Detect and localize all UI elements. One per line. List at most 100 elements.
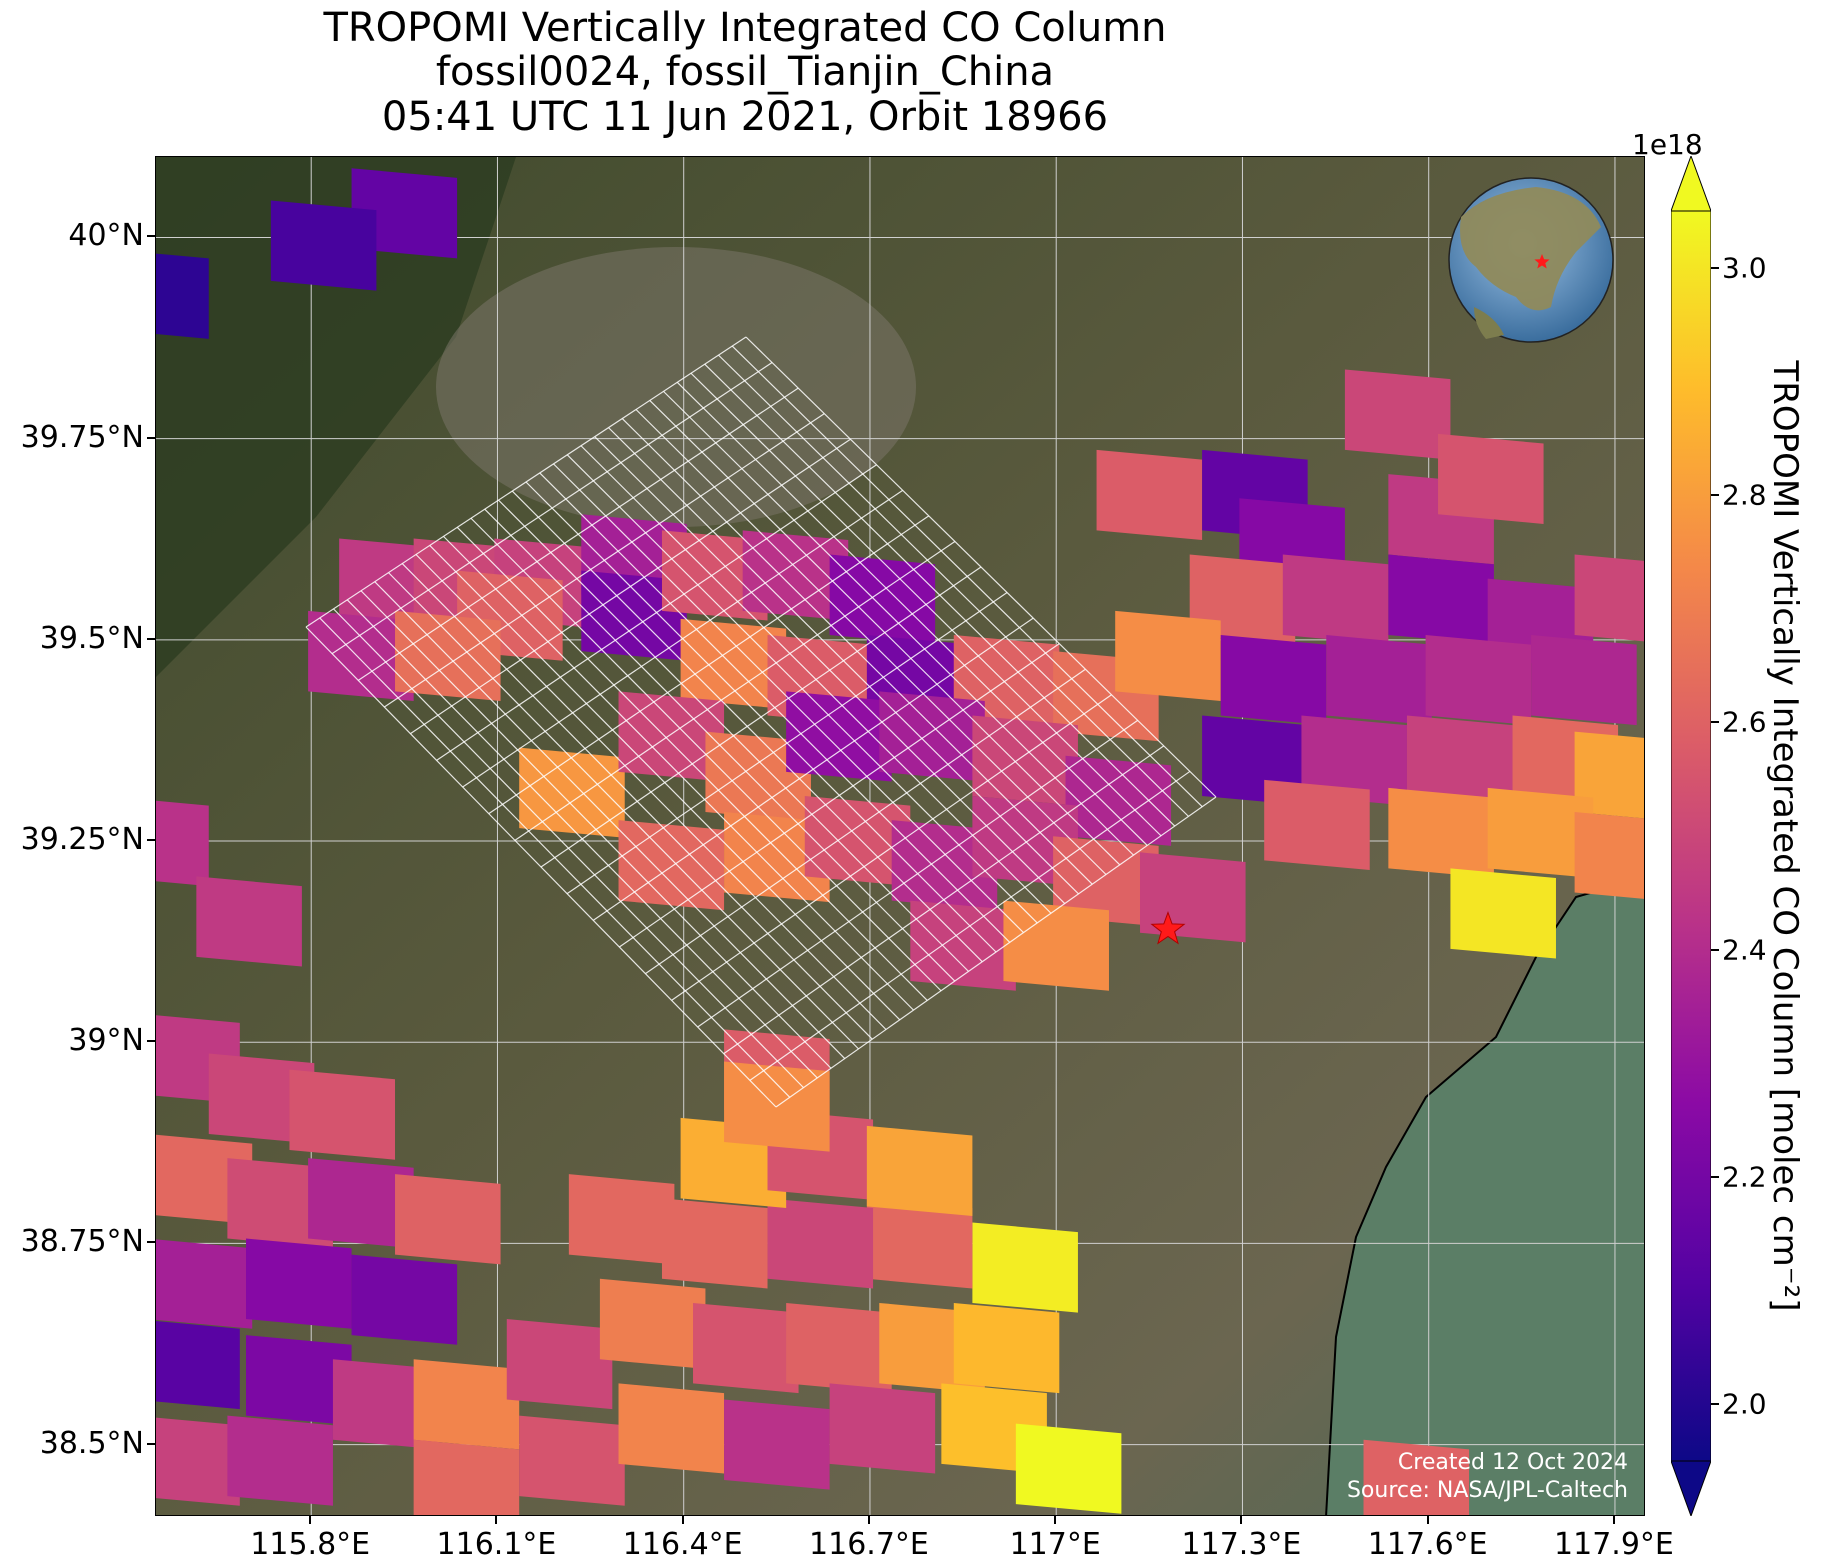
map-panel[interactable] [155,156,1645,1516]
co-pixel[interactable] [618,691,725,782]
x-tick-label: 117.3°E [1181,1527,1302,1562]
x-tick-label: 117.9°E [1554,1527,1674,1562]
co-pixel[interactable] [972,1222,1078,1313]
co-pixel[interactable] [618,820,725,911]
co-pixel[interactable] [351,1254,458,1345]
co-pixel[interactable] [866,1125,973,1217]
target-grid-line [592,617,1034,921]
y-tick-mark [147,1040,155,1043]
co-pixel[interactable] [1487,787,1594,879]
co-pixel[interactable] [1053,836,1159,927]
y-tick-label: 39.5°N [39,620,144,656]
co-pixel[interactable] [866,1198,973,1289]
colorbar-exponent: 1e18 [1632,128,1703,161]
co-pixel[interactable] [786,691,892,782]
co-pixel[interactable] [227,1415,333,1506]
co-pixel[interactable] [1438,433,1544,524]
co-pixel[interactable] [1264,779,1370,870]
source-note: Source: NASA/JPL-Caltech [1346,1478,1628,1503]
co-pixel[interactable] [156,1416,240,1506]
co-pixel[interactable] [208,1053,315,1144]
co-pixel[interactable] [227,1158,333,1249]
co-pixel[interactable] [332,1359,439,1450]
x-tick-mark [1612,1516,1615,1524]
co-pixel[interactable] [693,1302,799,1394]
co-pixel[interactable] [599,1278,706,1369]
target-grid-line [749,770,1191,1081]
co-pixel[interactable] [1301,715,1407,806]
co-pixel[interactable] [413,1359,520,1450]
co-pixel[interactable] [413,1439,520,1516]
co-pixel[interactable] [568,1174,675,1265]
co-pixel[interactable] [879,691,985,782]
co-pixel[interactable] [156,1319,240,1410]
co-pixel[interactable] [1450,868,1556,959]
co-pixel[interactable] [270,200,377,291]
co-pixel[interactable] [156,249,209,339]
co-pixel[interactable] [724,812,830,903]
colorbar [1671,156,1711,1516]
co-pixel[interactable] [506,1319,613,1410]
sea-area [1326,877,1644,1515]
co-pixel[interactable] [910,900,1016,991]
colorbar-body [1671,210,1711,1462]
co-pixel[interactable] [705,731,811,822]
co-pixel[interactable] [308,1158,414,1249]
co-pixel[interactable] [1096,449,1203,541]
co-pixel[interactable] [1282,554,1389,645]
co-pixel[interactable] [156,1239,253,1329]
x-tick-mark [309,1516,312,1524]
co-pixel[interactable] [1574,812,1645,902]
co-pixel[interactable] [1140,852,1246,943]
co-pixel[interactable] [1115,610,1221,701]
co-pixel[interactable] [829,554,936,645]
co-pixel[interactable] [786,1302,892,1394]
co-pixel[interactable] [618,1383,725,1474]
co-pixel[interactable] [972,715,1078,806]
target-grid-line [305,336,747,628]
globe-landmass-south [1474,307,1504,339]
co-pixel[interactable] [1406,715,1513,806]
co-pixel[interactable] [1363,1439,1470,1516]
co-pixel[interactable] [1388,787,1494,879]
x-tick-mark [1426,1516,1429,1524]
co-pixel[interactable] [519,747,625,838]
co-pixel[interactable] [246,1238,352,1329]
co-pixel[interactable] [1388,554,1494,645]
co-pixel[interactable] [1574,731,1645,822]
title-line-1: TROPOMI Vertically Integrated CO Column [323,5,1167,51]
co-pixel[interactable] [1531,635,1637,726]
co-pixel[interactable] [1003,900,1109,991]
co-pixel[interactable] [1574,554,1645,645]
co-pixel[interactable] [742,530,849,621]
x-tick-label: 117.6°E [1367,1527,1488,1562]
co-pixel[interactable] [519,1415,625,1506]
co-pixel[interactable] [1425,635,1532,726]
colorbar-tick-label: 3.0 [1722,251,1767,285]
map-canvas[interactable] [156,157,1645,1516]
co-pixel[interactable] [395,1174,501,1265]
co-pixel[interactable] [724,1399,830,1490]
co-pixel[interactable] [196,876,302,967]
co-pixel[interactable] [289,1069,396,1160]
co-pixel[interactable] [953,1302,1060,1394]
x-tick-mark [681,1516,684,1524]
co-pixel[interactable] [829,1383,936,1474]
co-pixel[interactable] [156,796,209,887]
co-pixel[interactable] [1065,755,1172,846]
target-grid-line [723,745,1165,1055]
co-pixel[interactable] [891,820,998,911]
co-pixel[interactable] [1344,369,1451,460]
co-pixel[interactable] [767,1198,874,1289]
x-tick-label: 116.4°E [622,1527,743,1562]
co-pixel[interactable] [1326,635,1432,726]
colorbar-tick-label: 2.6 [1722,705,1767,739]
target-grid-line [384,413,825,708]
co-pixel[interactable] [1220,635,1327,726]
co-pixel[interactable] [351,168,458,259]
co-pixel[interactable] [246,1335,352,1426]
site-marker-star[interactable] [1150,911,1186,945]
target-grid-line [671,694,1112,1001]
co-pixel[interactable] [1015,1423,1122,1514]
co-pixel[interactable] [661,1198,768,1289]
